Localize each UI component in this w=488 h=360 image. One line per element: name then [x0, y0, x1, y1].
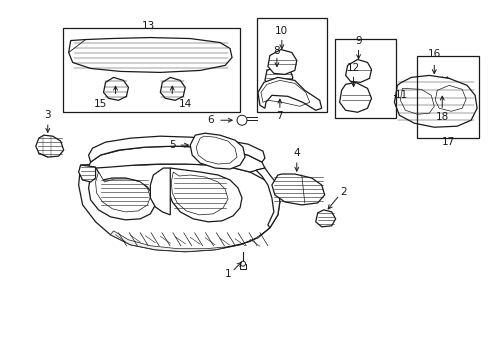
Polygon shape — [345, 59, 371, 82]
Polygon shape — [258, 77, 321, 110]
Text: 6: 6 — [206, 115, 213, 125]
Polygon shape — [339, 82, 371, 112]
Text: 13: 13 — [142, 21, 155, 31]
Polygon shape — [264, 66, 292, 88]
Bar — [416, 57, 478, 138]
Text: 8: 8 — [273, 45, 280, 55]
Polygon shape — [36, 135, 63, 157]
Text: 5: 5 — [169, 140, 175, 150]
Text: 15: 15 — [94, 99, 107, 109]
Polygon shape — [110, 228, 269, 252]
Polygon shape — [68, 37, 232, 72]
Bar — [62, 28, 240, 112]
Text: 4: 4 — [293, 148, 300, 158]
Bar — [256, 18, 326, 112]
Text: 2: 2 — [340, 187, 346, 197]
Text: 16: 16 — [427, 49, 440, 59]
Polygon shape — [168, 168, 242, 222]
Polygon shape — [95, 172, 150, 212]
Polygon shape — [190, 133, 244, 169]
Text: 17: 17 — [441, 137, 454, 147]
Text: 9: 9 — [354, 36, 361, 46]
Polygon shape — [88, 167, 155, 220]
Polygon shape — [255, 168, 279, 228]
Polygon shape — [394, 75, 476, 127]
Bar — [240, 264, 245, 269]
Polygon shape — [79, 165, 95, 182]
Text: 10: 10 — [275, 26, 288, 36]
Polygon shape — [171, 172, 227, 215]
Text: 14: 14 — [178, 99, 191, 109]
Text: 12: 12 — [346, 63, 360, 73]
Polygon shape — [150, 168, 170, 215]
Polygon shape — [103, 77, 128, 100]
Polygon shape — [88, 146, 264, 172]
Polygon shape — [79, 164, 279, 252]
Polygon shape — [428, 77, 456, 113]
Polygon shape — [267, 50, 296, 75]
Polygon shape — [88, 136, 264, 162]
Text: 1: 1 — [224, 269, 231, 279]
Text: 18: 18 — [435, 112, 448, 122]
Bar — [334, 39, 396, 118]
Polygon shape — [160, 77, 185, 100]
Text: 7: 7 — [276, 111, 283, 121]
Text: 3: 3 — [44, 110, 51, 120]
Polygon shape — [271, 174, 324, 205]
Circle shape — [240, 261, 245, 266]
Polygon shape — [315, 210, 335, 227]
Text: 11: 11 — [394, 90, 407, 100]
